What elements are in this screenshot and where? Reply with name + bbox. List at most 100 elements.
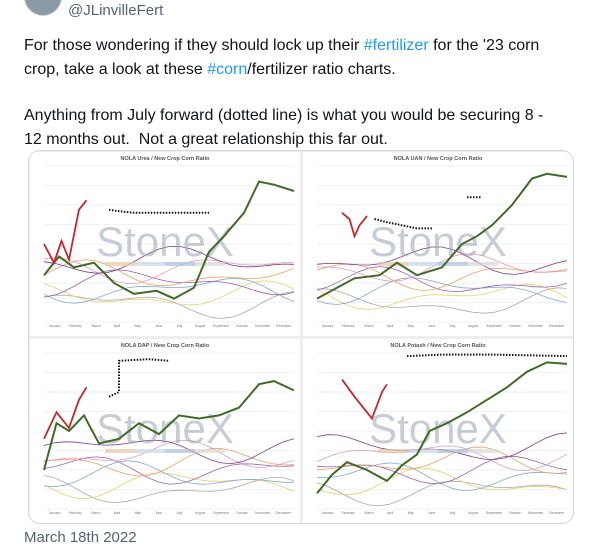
series-line (43, 257, 295, 285)
series-line (316, 283, 568, 310)
series-line (43, 269, 295, 298)
month-label: April (387, 511, 394, 515)
series-line (316, 361, 568, 495)
month-label: June (428, 324, 435, 328)
watermark: StoneX (96, 218, 234, 265)
month-label: July (449, 511, 455, 515)
series-line (43, 460, 295, 488)
series-line (317, 462, 568, 492)
month-label: May (408, 324, 415, 328)
watermark-bar (468, 449, 498, 453)
series-line (316, 266, 568, 292)
month-label: June (155, 324, 162, 328)
month-label: August (468, 324, 478, 328)
watermark-bar (195, 262, 225, 266)
series-line (374, 218, 432, 230)
text: crop, take a look at these (24, 60, 208, 78)
series-line (316, 246, 568, 275)
month-label: December (549, 324, 565, 328)
chart-title: NOLA Urea / New Crop Corn Ratio (120, 156, 210, 162)
watermark-bar (165, 449, 195, 453)
month-label: May (135, 511, 142, 515)
month-label: August (195, 511, 205, 515)
month-label: November (528, 324, 544, 328)
watermark-bar (378, 262, 408, 266)
watermark-bar (468, 262, 498, 266)
tweet-text: For those wondering if they should lock … (24, 34, 543, 151)
hashtag[interactable]: #corn (207, 60, 248, 78)
text: /fertilizer ratio charts. (247, 60, 396, 78)
series-line (341, 212, 368, 239)
hashtag[interactable]: #fertilizer (363, 37, 429, 54)
watermark-bar (105, 449, 135, 453)
media[interactable]: NOLA Urea / New Crop Corn Ratio January Fe… (28, 150, 574, 524)
month-label: November (255, 511, 271, 515)
month-label: March (91, 324, 100, 328)
month-label: August (195, 324, 205, 328)
text: for the '23 corn (428, 37, 540, 54)
month-label: January (322, 511, 334, 515)
month-label: March (91, 511, 100, 515)
watermark-bar (135, 449, 165, 453)
text-line: 12 months out. Not a great relationship … (24, 128, 543, 152)
text-line: crop, take a look at these #corn/fertili… (24, 58, 543, 82)
series-line (316, 172, 568, 300)
month-label: September (213, 324, 230, 328)
month-label: April (387, 324, 394, 328)
chart-title: NOLA DAP / New Crop Corn Ratio (121, 343, 210, 349)
month-label: January (322, 324, 334, 328)
month-label: June (155, 511, 162, 515)
month-label: July (176, 511, 182, 515)
series-line (43, 180, 295, 300)
month-label: February (342, 324, 356, 328)
month-label: June (428, 511, 435, 515)
chart-title: NOLA UAN / New Crop Corn Ratio (394, 156, 483, 162)
series-line (43, 199, 88, 265)
text-line: For those wondering if they should lock … (24, 34, 543, 58)
series-line (43, 475, 295, 504)
month-label: July (176, 324, 182, 328)
month-label: February (342, 511, 356, 515)
handle[interactable]: @JLinvilleFert (68, 2, 164, 19)
month-label: February (69, 324, 83, 328)
series-line (316, 446, 568, 474)
series-line (316, 253, 568, 282)
watermark-bar (438, 262, 468, 266)
watermark-bar (105, 262, 135, 266)
month-label: December (276, 511, 292, 515)
month-label: December (549, 511, 565, 515)
month-label: May (135, 324, 142, 328)
date: March 18th 2022 (24, 529, 137, 546)
month-label: October (509, 324, 522, 328)
month-label: July (449, 324, 455, 328)
month-label: October (236, 324, 249, 328)
chart-grid: NOLA Urea / New Crop Corn Ratio January Fe… (30, 152, 573, 523)
series-line (316, 277, 568, 305)
series-line (43, 277, 295, 304)
month-label: April (114, 324, 121, 328)
month-label: March (364, 324, 373, 328)
month-label: January (49, 511, 61, 515)
month-label: May (408, 511, 415, 515)
series-line (316, 480, 568, 507)
text: 12 months out. Not a great relationship … (24, 130, 388, 148)
watermark-bar (165, 262, 195, 266)
chart-panel: NOLA DAP / New Crop Corn Ratio January Feb… (30, 339, 300, 523)
watermark-bar (408, 262, 438, 266)
avatar[interactable] (24, 0, 62, 16)
series-line (316, 467, 568, 496)
month-label: November (528, 511, 544, 515)
series-line (341, 378, 388, 421)
month-label: October (236, 511, 249, 515)
series-line (43, 245, 295, 274)
watermark-bar (135, 262, 165, 266)
month-label: October (509, 511, 522, 515)
watermark-bar (408, 449, 438, 453)
month-label: November (255, 324, 271, 328)
series-line (43, 280, 295, 306)
series-line (43, 440, 295, 468)
text: Anything from July forward (dotted line)… (24, 107, 544, 124)
chart-panel: NOLA Potash / New Crop Corn Ratio January… (303, 339, 573, 523)
series-line (43, 456, 295, 485)
